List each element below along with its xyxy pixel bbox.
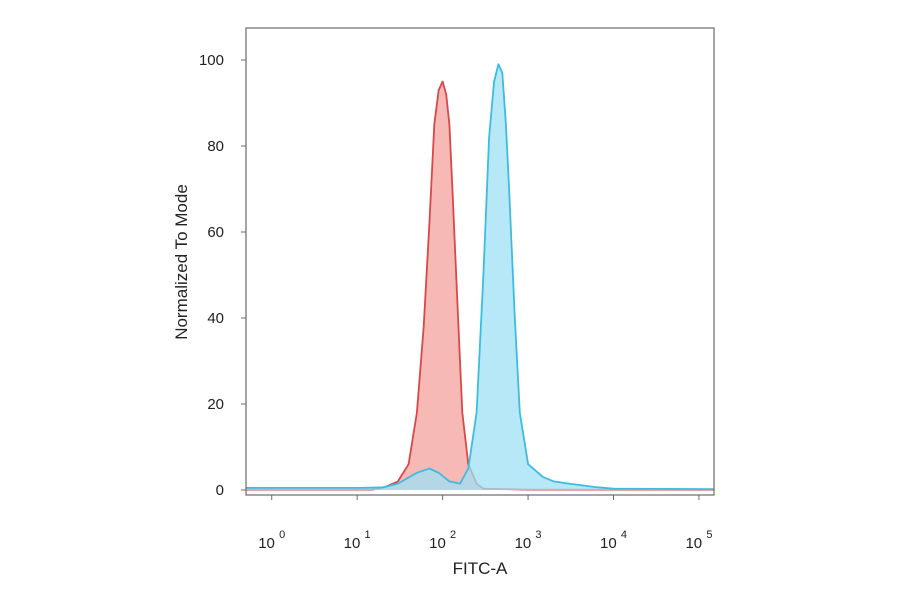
- y-tick-label: 0: [216, 482, 224, 499]
- x-axis-title: FITC-A: [453, 559, 508, 578]
- x-tick-label: 10 3: [515, 529, 542, 552]
- x-tick-label: 10 2: [429, 529, 456, 552]
- x-tick-label: 10 4: [600, 529, 627, 552]
- x-tick-label: 10 1: [344, 529, 371, 552]
- y-tick-label: 100: [199, 52, 224, 69]
- x-axis: 10 0 10 1 10 2 10 3 10 4 10 5: [258, 495, 712, 552]
- y-axis: 0 20 40 60 80 100: [199, 52, 246, 499]
- x-tick-label: 10 5: [685, 529, 712, 552]
- series-2-fill: [246, 64, 714, 491]
- y-axis-title: Normalized To Mode: [172, 184, 191, 340]
- y-tick-label: 20: [207, 396, 224, 413]
- series-2-line: [246, 63, 715, 490]
- y-tick-label: 80: [207, 138, 224, 155]
- y-tick-label: 60: [207, 224, 224, 241]
- plot-frame: [245, 27, 715, 496]
- y-tick-label: 40: [207, 310, 224, 327]
- x-tick-label: 10 0: [258, 529, 285, 552]
- series-layer: [246, 63, 715, 491]
